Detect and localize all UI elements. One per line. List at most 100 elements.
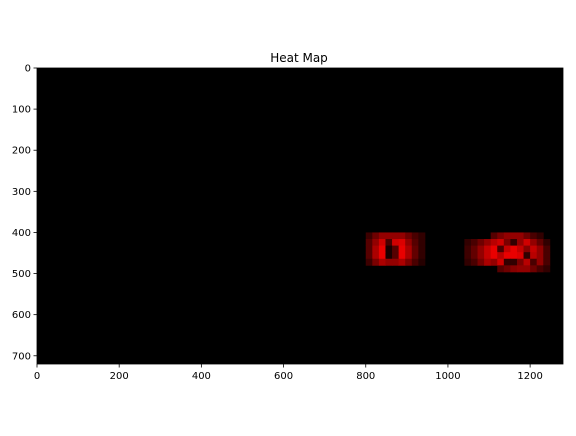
heatmap-cell [372,252,380,260]
heatmap-cell [503,252,511,260]
heatmap-cell [398,239,406,246]
heatmap-cell [470,258,478,266]
heatmap-cell [516,265,524,273]
heatmap-cell [411,239,419,246]
heatmap-cell [365,252,373,260]
heatmap-cell [464,239,472,246]
x-tick-label: 1000 [435,371,460,382]
heatmap-cell [484,258,492,266]
heatmap-cell [523,265,531,273]
heatmap-cell [516,258,524,266]
x-tick-label: 400 [192,371,211,382]
heatmap-cell [470,239,478,246]
heatmap-cell [543,258,551,266]
heatmap-cell [490,245,498,253]
heatmap-cell [392,239,400,246]
heatmap-cell [484,245,492,253]
heatmap-cell [385,232,393,240]
heatmap-cell [503,239,511,246]
heatmap-cell [398,258,406,266]
heatmap-cell [365,239,373,246]
heatmap-cell [392,252,400,260]
heatmap-cell [497,245,505,253]
heatmap-cell [405,252,413,260]
heatmap-cell [418,232,426,240]
heatmap-cell [503,265,511,273]
axes-frame [36,67,564,365]
heatmap-cell [405,245,413,253]
x-tick-label: 200 [110,371,129,382]
heatmap-cell [510,252,518,260]
heatmap-cell [510,239,518,246]
heatmap-cell [464,245,472,253]
heatmap-cell [484,239,492,246]
heatmap-cell [536,232,544,240]
heatmap-cell [365,245,373,253]
y-tick-label: 100 [12,105,31,116]
heatmap-cell [510,265,518,273]
y-tick-label: 300 [12,187,31,198]
heatmap-cell [510,245,518,253]
heatmap-cell [365,232,373,240]
heatmap-cell [392,232,400,240]
y-tick-label: 200 [12,146,31,157]
heatmap-cell [411,232,419,240]
heatmap-cell [503,258,511,266]
heatmap-cell [398,252,406,260]
heatmap-cell [503,232,511,240]
heatmap-cell [536,252,544,260]
heatmap-cell [536,239,544,246]
heatmap-cell [523,245,531,253]
heatmap-cell [510,258,518,266]
heatmap-cell [530,232,538,240]
heatmap-cell [378,239,386,246]
heatmap-cell [418,239,426,246]
heatmap-cell [365,258,373,266]
heatmap-cell [523,239,531,246]
y-tick-label: 500 [12,269,31,280]
heatmap-cell [536,258,544,266]
heatmap-cell [411,245,419,253]
heatmap-cell [530,258,538,266]
heatmap-cell [372,239,380,246]
heatmap-cell [497,252,505,260]
y-tick-label: 600 [12,310,31,321]
heatmap-cell [398,245,406,253]
heatmap-cell [497,265,505,273]
heatmap-cell [392,245,400,253]
heatmap-cell [516,239,524,246]
heatmap-cell [385,239,393,246]
heatmap-cell [516,252,524,260]
heatmap-cell [405,239,413,246]
heatmap-cell [470,252,478,260]
heatmap-cell [497,232,505,240]
heatmap-cell [378,258,386,266]
heatmap-cell [411,252,419,260]
heatmap-cell [523,252,531,260]
x-tick-label: 0 [34,371,40,382]
heatmap-cell [477,252,485,260]
heatmap-background [37,68,563,364]
heatmap-cell [523,258,531,266]
heatmap-cell [490,252,498,260]
heatmap-cell [490,239,498,246]
heatmap-cell [536,245,544,253]
heatmap-cell [536,265,544,273]
heatmap-cell [411,258,419,266]
heatmap-cell [530,265,538,273]
heatmap-cell [405,232,413,240]
y-tick-label: 0 [25,64,31,75]
heatmap-cell [372,232,380,240]
x-tick-label: 600 [274,371,293,382]
heatmap-cell [530,239,538,246]
heatmap-cell [530,245,538,253]
heatmap-cell [418,245,426,253]
chart-title: Heat Map [270,51,328,65]
heatmap-cell [464,252,472,260]
axes: 0 200 400 600 800 1000 1200 0 100 200 300 400 500 600… [12,64,564,382]
heatmap-cell [385,245,393,253]
heatmap-cell [503,245,511,253]
y-tick-label: 700 [12,351,31,362]
